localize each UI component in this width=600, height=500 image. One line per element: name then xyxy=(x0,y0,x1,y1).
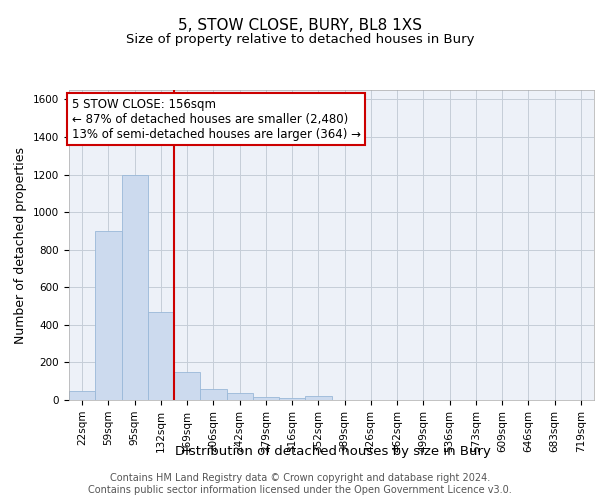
Text: Size of property relative to detached houses in Bury: Size of property relative to detached ho… xyxy=(126,32,474,46)
Text: Contains HM Land Registry data © Crown copyright and database right 2024.
Contai: Contains HM Land Registry data © Crown c… xyxy=(88,474,512,495)
Bar xyxy=(305,396,331,400)
Y-axis label: Number of detached properties: Number of detached properties xyxy=(14,146,28,344)
Bar xyxy=(121,174,148,400)
Bar xyxy=(148,312,174,400)
Text: Distribution of detached houses by size in Bury: Distribution of detached houses by size … xyxy=(175,444,491,458)
Bar xyxy=(69,390,95,400)
Bar xyxy=(174,372,200,400)
Bar xyxy=(200,388,227,400)
Bar xyxy=(227,394,253,400)
Bar xyxy=(279,398,305,400)
Bar xyxy=(253,397,279,400)
Text: 5, STOW CLOSE, BURY, BL8 1XS: 5, STOW CLOSE, BURY, BL8 1XS xyxy=(178,18,422,32)
Text: 5 STOW CLOSE: 156sqm
← 87% of detached houses are smaller (2,480)
13% of semi-de: 5 STOW CLOSE: 156sqm ← 87% of detached h… xyxy=(71,98,361,140)
Bar xyxy=(95,231,121,400)
